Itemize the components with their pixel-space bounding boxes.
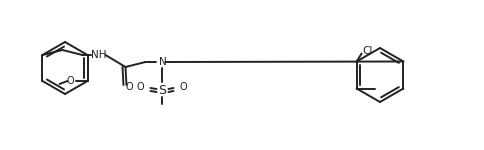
Text: O: O — [179, 82, 187, 92]
Text: O: O — [67, 76, 74, 86]
Text: S: S — [158, 84, 166, 96]
Text: NH: NH — [91, 50, 106, 60]
Text: N: N — [158, 57, 166, 67]
Text: O: O — [136, 82, 144, 92]
Text: O: O — [125, 82, 133, 92]
Text: Cl: Cl — [362, 45, 372, 56]
